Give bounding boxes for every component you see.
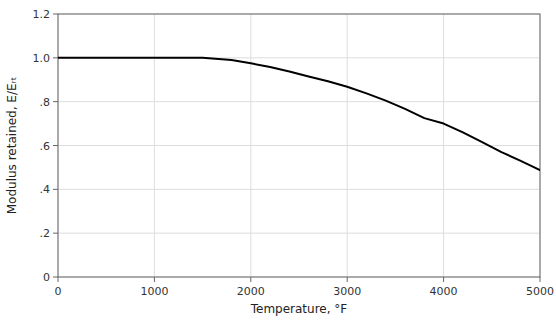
x-tick-label: 1000	[140, 285, 168, 298]
axes: 0 1000 2000 3000 4000 5000 0 .2 .4 .6 .8 1.0 1.2	[33, 8, 555, 298]
x-tick-label: 2000	[237, 285, 265, 298]
y-tick-label: 1.0	[33, 52, 51, 65]
plot-frame	[58, 14, 540, 277]
y-tick-label: .8	[40, 96, 51, 109]
y-tick	[53, 277, 58, 278]
y-tick-label: .4	[40, 183, 51, 196]
y-tick-label: .6	[40, 140, 51, 153]
y-tick-label: .2	[40, 227, 51, 240]
y-axis-label: Modulus retained, E/Eᵣₜ	[5, 77, 19, 214]
x-tick	[443, 277, 444, 282]
x-tick	[250, 277, 251, 282]
x-tick-label: 3000	[333, 285, 361, 298]
x-axis-label: Temperature, °F	[250, 302, 348, 316]
x-tick-label: 5000	[526, 285, 554, 298]
y-tick	[53, 233, 58, 234]
y-tick-label: 0	[43, 271, 50, 284]
data-group	[58, 58, 540, 170]
chart-svg: 0 1000 2000 3000 4000 5000 0 .2 .4 .6 .8 1.0 1.2 Temp…	[0, 0, 556, 323]
y-tick	[53, 189, 58, 190]
y-tick	[53, 14, 58, 15]
chart-container: 0 1000 2000 3000 4000 5000 0 .2 .4 .6 .8 1.0 1.2 Temp…	[0, 0, 556, 323]
x-tick	[58, 277, 59, 282]
x-tick-label: 0	[55, 285, 62, 298]
y-grid-line	[58, 189, 540, 190]
x-tick	[154, 277, 155, 282]
x-tick	[540, 277, 541, 282]
y-grid-line	[58, 233, 540, 234]
y-tick	[53, 57, 58, 58]
y-tick-label: 1.2	[33, 8, 51, 21]
x-tick-label: 4000	[430, 285, 458, 298]
x-tick	[347, 277, 348, 282]
grid	[58, 14, 540, 277]
y-grid-line	[58, 101, 540, 102]
y-tick	[53, 101, 58, 102]
y-tick	[53, 145, 58, 146]
y-grid-line	[58, 145, 540, 146]
curve	[58, 58, 540, 170]
